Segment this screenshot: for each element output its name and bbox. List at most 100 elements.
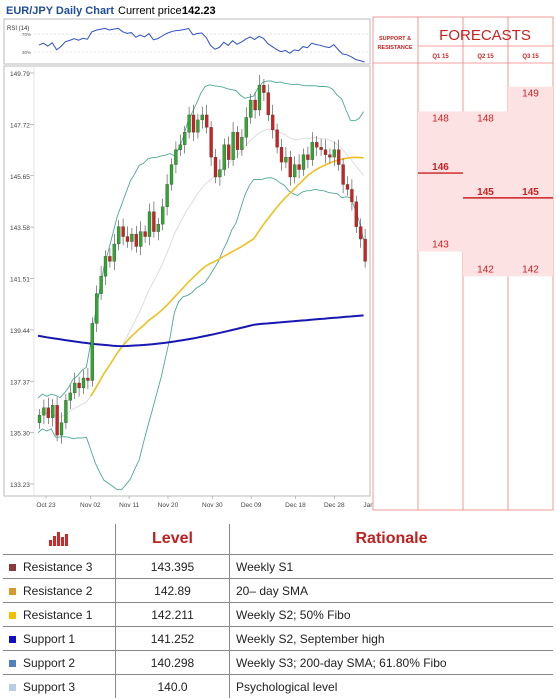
x-tick-label: Nov 11 [119, 502, 139, 509]
x-tick-label: Nov 20 [158, 502, 179, 509]
price-panel [4, 66, 370, 496]
forecast-mid-value: 146 [432, 162, 449, 173]
candle-body [306, 155, 309, 160]
candle-body [223, 145, 226, 170]
candle-body [333, 150, 336, 157]
level-name: Support 2 [23, 656, 75, 670]
bar-chart-icon-cell [3, 524, 116, 555]
level-name: Support 3 [23, 680, 75, 694]
candle-body [157, 224, 160, 231]
candle-body [218, 170, 221, 177]
candle-body [346, 184, 349, 189]
y-tick-label: 137.37 [10, 379, 30, 386]
bar-chart-icon [49, 532, 69, 546]
candle-body [350, 189, 353, 201]
level-rationale: Weekly S3; 200-day SMA; 61.80% Fibo [230, 651, 554, 675]
level-value: 143.395 [116, 555, 230, 579]
candle-body [245, 117, 248, 137]
forecast-high-value: 149 [522, 89, 539, 100]
candle-body [240, 137, 243, 149]
forecast-low-value: 142 [522, 264, 539, 275]
candle-body [117, 227, 120, 244]
candle-body [280, 147, 283, 162]
x-tick-label: Dec 09 [241, 502, 262, 509]
candle-body [69, 393, 72, 400]
level-name-cell: Support 2 [3, 651, 116, 675]
forecast-high-value: 148 [432, 113, 449, 124]
current-price-value: 142.23 [182, 5, 216, 17]
y-tick-label: 149.79 [10, 71, 30, 78]
level-value: 142.89 [116, 579, 230, 603]
candle-body [139, 232, 142, 247]
candle-body [192, 115, 195, 132]
candle-body [130, 234, 133, 241]
current-price-label: Current price: [118, 5, 185, 17]
level-name-cell: Resistance 3 [3, 555, 116, 579]
level-name: Support 1 [23, 632, 75, 646]
candle-body [298, 165, 301, 170]
quarter-header: Q1 15 [432, 54, 449, 60]
candle-body [183, 132, 186, 144]
x-tick-label: Nov 30 [202, 502, 223, 509]
candle-body [227, 145, 230, 160]
candle-body [258, 85, 261, 110]
candle-body [64, 400, 67, 422]
candle-body [82, 378, 85, 388]
candle-body [86, 378, 89, 380]
rsi-level-label: 70% [22, 32, 31, 37]
candle-body [161, 207, 164, 224]
forecast-low-value: 142 [477, 264, 494, 275]
rationale-column-header: Rationale [230, 524, 554, 555]
candle-body [188, 115, 191, 132]
candle-body [284, 157, 287, 162]
candle-body [355, 202, 358, 227]
level-rationale: Weekly S2, September high [230, 627, 554, 651]
y-tick-label: 143.58 [10, 225, 30, 232]
x-tick-label: Nov 02 [80, 502, 101, 509]
support-resistance-label: RESISTANCE [377, 45, 412, 51]
y-tick-label: 145.65 [10, 174, 30, 181]
candle-body [113, 244, 116, 261]
level-name-cell: Resistance 2 [3, 579, 116, 603]
candle-body [342, 165, 345, 185]
candle-body [179, 145, 182, 150]
candle-body [262, 85, 265, 92]
level-color-swatch [9, 684, 16, 691]
level-name: Resistance 1 [23, 608, 92, 622]
level-color-swatch [9, 564, 16, 571]
candle-body [267, 93, 270, 115]
level-rationale: Weekly S2; 50% Fibo [230, 603, 554, 627]
forecast-range-band [418, 111, 463, 251]
candle-body [170, 165, 173, 185]
candle-body [359, 227, 362, 239]
table-header-row: Level Rationale [3, 524, 553, 555]
level-rationale: Psychological level [230, 675, 554, 698]
quarter-header: Q2 15 [477, 54, 494, 60]
candle-body [144, 232, 147, 237]
level-name: Resistance 3 [23, 560, 92, 574]
level-name-cell: Support 3 [3, 675, 116, 698]
candle-body [364, 239, 367, 261]
candle-body [320, 147, 323, 149]
rsi-panel [4, 19, 370, 64]
level-value: 140.298 [116, 651, 230, 675]
candle-body [126, 237, 129, 242]
candle-body [148, 212, 151, 237]
candle-body [315, 142, 318, 147]
candle-body [302, 155, 305, 170]
forecast-mid-value: 145 [477, 187, 494, 198]
candle-body [56, 405, 59, 435]
candle-body [311, 142, 314, 159]
level-color-swatch [9, 612, 16, 619]
candle-body [95, 294, 98, 324]
level-name: Resistance 2 [23, 584, 92, 598]
level-column-header: Level [116, 524, 230, 555]
candle-body [337, 150, 340, 165]
